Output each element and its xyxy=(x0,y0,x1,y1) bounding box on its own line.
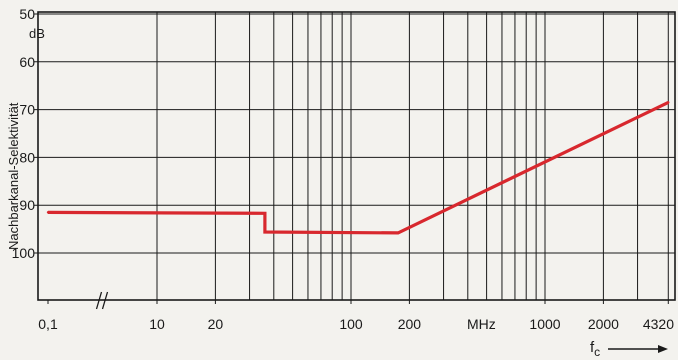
y-tick-label-70: 70 xyxy=(19,102,35,118)
series-point-0-4 xyxy=(667,101,670,104)
x-tick-label-2000: 2000 xyxy=(588,316,619,332)
x-tick-label-100: 100 xyxy=(339,316,363,332)
grid xyxy=(34,12,675,300)
y-tick-label-80: 80 xyxy=(19,149,35,165)
x-tick-label-0,1: 0,1 xyxy=(38,316,58,332)
axes xyxy=(37,11,676,310)
x-tick-label-200: 200 xyxy=(398,316,422,332)
series-point-0-1 xyxy=(263,212,267,215)
plot-frame xyxy=(37,11,676,301)
y-tick-label-60: 60 xyxy=(19,54,35,70)
x-tick-label-20: 20 xyxy=(208,316,224,332)
series-layer xyxy=(46,100,670,235)
series-point-0-0 xyxy=(46,211,50,214)
series-point-0-2 xyxy=(263,230,267,234)
y-tick-label-100: 100 xyxy=(12,245,36,261)
x-tick-label-1000: 1000 xyxy=(529,316,560,332)
y-tick-label-50: 50 xyxy=(19,6,35,22)
axis-break-mark-2 xyxy=(101,291,109,310)
x-axis-arrow xyxy=(608,345,668,353)
x-tick-label-10: 10 xyxy=(149,316,165,332)
y-tick-label-90: 90 xyxy=(19,197,35,213)
x-axis-title-main: f xyxy=(590,339,595,356)
y-axis-unit: dB xyxy=(29,26,45,41)
x-tick-label-4320: 4320 xyxy=(643,316,674,332)
series-point-0-3 xyxy=(396,231,400,235)
x-unit-label: MHz xyxy=(467,316,496,332)
x-axis-title: fc xyxy=(590,339,600,359)
y-axis-title: Nachbarkanal-Selektivität xyxy=(6,102,21,250)
x-axis-title-sub: c xyxy=(594,345,600,359)
axis-break-mark-1 xyxy=(95,291,103,310)
labels: 50 60 70 80 90 100 0,1 10 20 100 200 1000 2000 4320 xyxy=(12,6,675,332)
